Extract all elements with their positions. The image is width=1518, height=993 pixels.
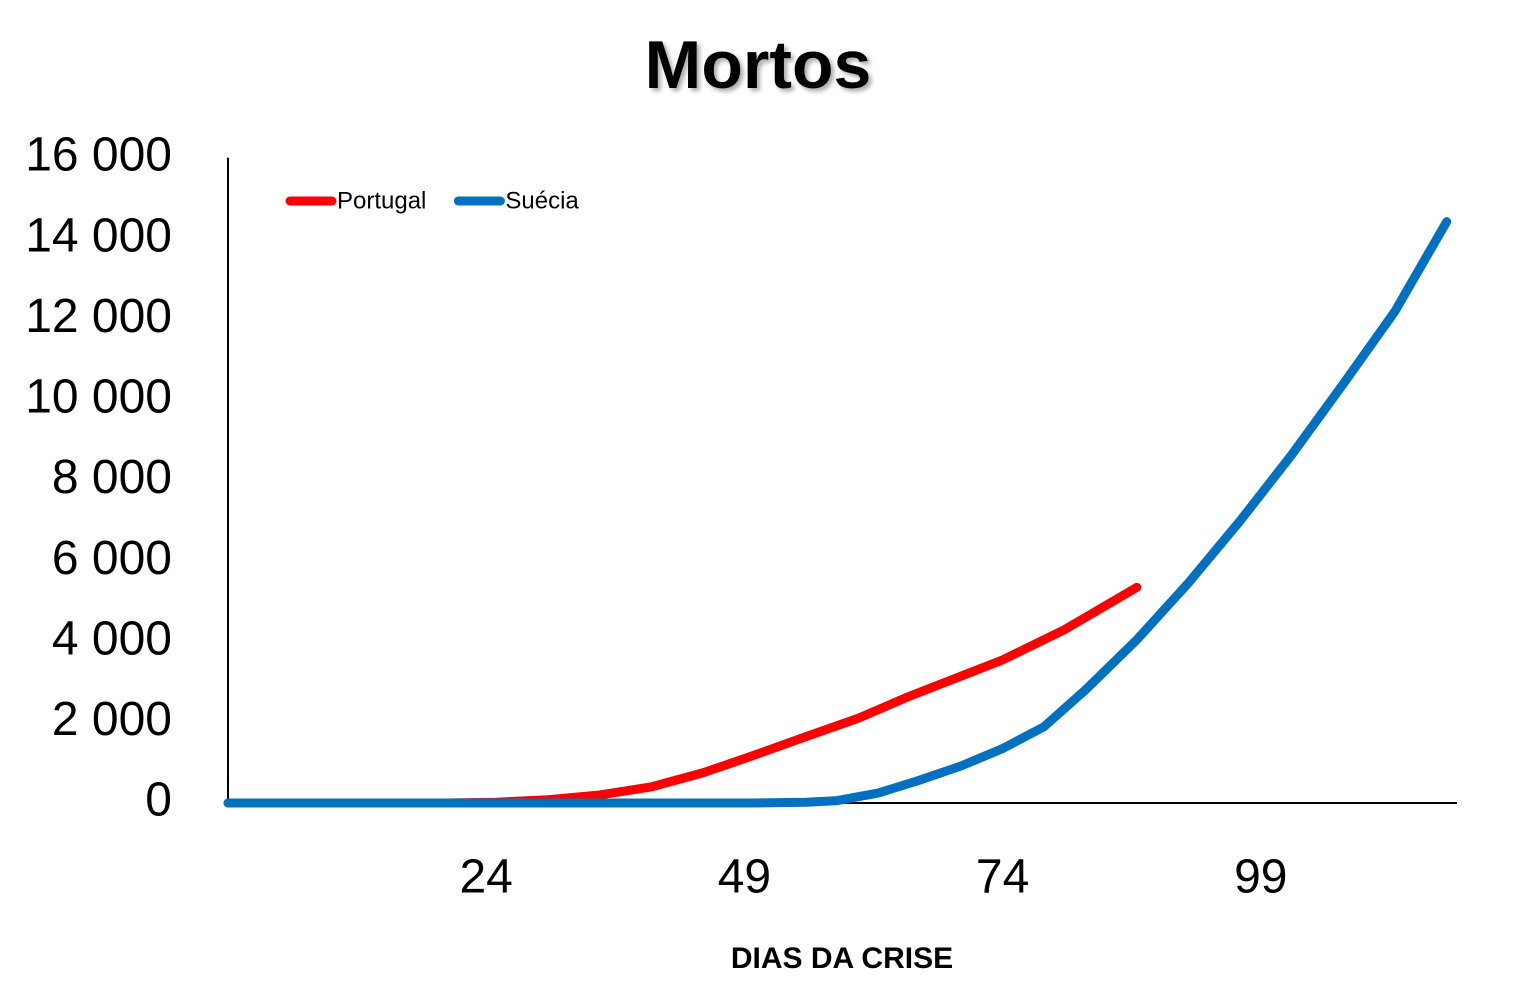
y-tick-label: 12 000 xyxy=(25,290,172,343)
series-line xyxy=(223,217,1452,808)
x-tick-label: 74 xyxy=(976,851,1029,904)
y-tick-label: 2 000 xyxy=(52,693,172,746)
y-tick-label: 6 000 xyxy=(52,532,172,585)
y-tick-label: 8 000 xyxy=(52,451,172,504)
chart-title: Mortos xyxy=(645,27,872,103)
y-tick-label: 0 xyxy=(145,774,172,827)
y-tick-label: 14 000 xyxy=(25,209,172,262)
y-tick-label: 4 000 xyxy=(52,612,172,665)
x-tick-label: 24 xyxy=(459,851,512,904)
series-line xyxy=(223,582,1142,808)
x-axis-label: DIAS DA CRISE xyxy=(731,942,953,975)
legend-label: Portugal xyxy=(337,187,426,214)
legend-label: Suécia xyxy=(505,187,579,214)
y-tick-label: 10 000 xyxy=(25,371,172,424)
x-tick-label: 49 xyxy=(718,851,771,904)
y-tick-label: 16 000 xyxy=(25,129,172,182)
x-tick-label: 99 xyxy=(1234,851,1287,904)
